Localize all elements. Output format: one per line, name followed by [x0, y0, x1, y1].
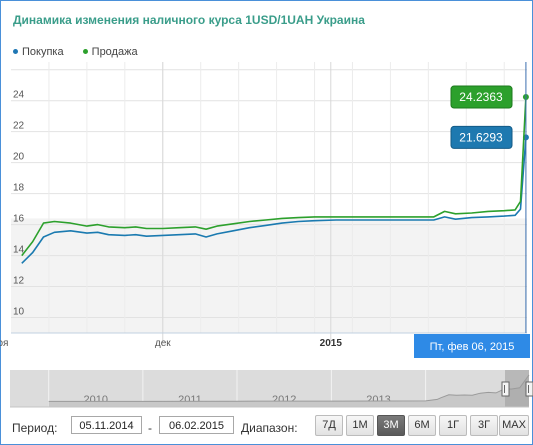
navigator-selection	[505, 370, 529, 407]
navigator-handle-left[interactable]	[501, 381, 510, 397]
series-line-buy	[21, 137, 527, 264]
date-tooltip: Пт, фев 06, 2015	[414, 334, 530, 358]
value-label-sale: 24.2363	[450, 85, 513, 109]
legend-item-buy[interactable]: Покупка	[13, 46, 64, 58]
chart-title: Динамика изменения наличного курса 1USD/…	[13, 13, 365, 27]
x-tick-label: 2015	[320, 338, 343, 349]
legend: Покупка Продажа	[13, 46, 154, 58]
legend-marker-buy	[13, 48, 18, 54]
period-label: Период:	[12, 421, 58, 435]
y-tick-label: 14	[13, 245, 25, 256]
y-tick-label: 16	[13, 214, 25, 225]
value-label-sale-text: 24.2363	[459, 90, 503, 104]
legend-marker-sale	[82, 48, 88, 54]
range-button-6m[interactable]: 6М	[408, 415, 436, 436]
navigator-handle-grip	[525, 381, 533, 397]
y-tick-label: 22	[13, 121, 25, 132]
legend-item-sale[interactable]: Продажа	[82, 46, 138, 58]
date-to-input[interactable]: 06.02.2015	[159, 416, 234, 434]
date-separator: -	[148, 421, 152, 435]
value-label-buy: 21.6293	[450, 125, 513, 149]
period-bar: Период: 05.11.2014 - 06.02.2015 Диапазон…	[0, 412, 531, 440]
range-button-7d[interactable]: 7Д	[315, 415, 343, 436]
plot-band	[11, 218, 527, 333]
range-button-3y[interactable]: 3Г	[470, 415, 498, 436]
y-tick-label: 20	[13, 152, 25, 163]
value-label-buy-box	[450, 125, 513, 149]
y-tick-label: 18	[13, 183, 25, 194]
navigator-area	[48, 374, 530, 407]
date-tooltip-box	[414, 334, 530, 358]
x-tick-label: ноя	[0, 338, 8, 349]
legend-label-sale: Продажа	[91, 46, 138, 58]
date-from-input[interactable]: 05.11.2014	[71, 416, 142, 434]
value-label-buy-text: 21.6293	[459, 130, 503, 144]
chart-svg: ноя дек 2015 10 12 14 16 18 20 22 24 24.2363 21.6293…	[0, 62, 533, 408]
series-line-sale	[21, 97, 527, 257]
range-button-1m[interactable]: 1М	[346, 415, 374, 436]
legend-label-buy: Покупка	[22, 46, 64, 58]
y-tick-label: 12	[13, 276, 25, 287]
y-tick-label: 10	[13, 307, 25, 318]
x-tick-label: дек	[155, 338, 171, 349]
navigator-handle-right[interactable]	[525, 381, 533, 397]
range-label: Диапазон:	[241, 421, 298, 435]
range-button-1y[interactable]: 1Г	[439, 415, 467, 436]
date-tooltip-text: Пт, фев 06, 2015	[430, 341, 515, 353]
navigator-handle-grip	[501, 381, 510, 397]
range-button-max[interactable]: MAX	[499, 415, 529, 436]
y-tick-label: 24	[13, 90, 25, 101]
range-button-3m[interactable]: 3М	[377, 415, 405, 436]
value-label-sale-box	[450, 85, 513, 109]
